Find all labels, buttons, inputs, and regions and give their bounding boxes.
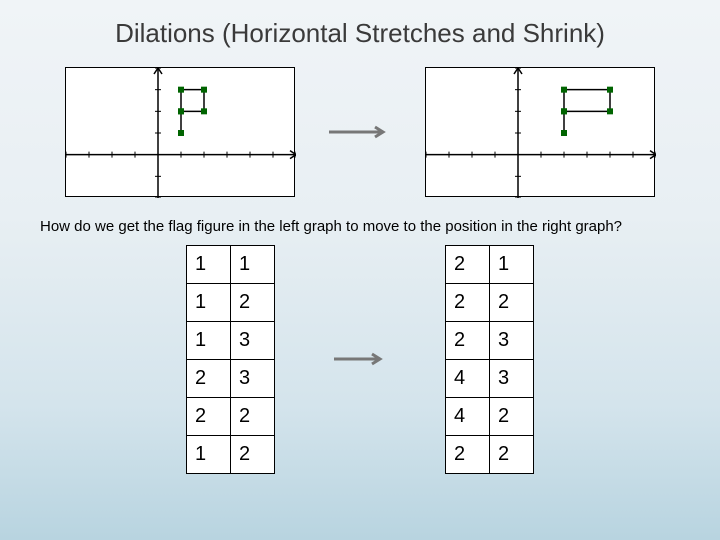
table-row: 22 bbox=[446, 283, 534, 321]
table-cell: 2 bbox=[490, 397, 534, 435]
right-table: 212223434222 bbox=[445, 245, 534, 474]
table-row: 13 bbox=[187, 321, 275, 359]
table-cell: 2 bbox=[446, 283, 490, 321]
question-text: How do we get the flag figure in the lef… bbox=[40, 217, 680, 237]
table-row: 42 bbox=[446, 397, 534, 435]
table-cell: 4 bbox=[446, 359, 490, 397]
page-title: Dilations (Horizontal Stretches and Shri… bbox=[0, 0, 720, 49]
arrow-icon bbox=[330, 352, 390, 366]
table-row: 22 bbox=[446, 435, 534, 473]
table-cell: 3 bbox=[490, 321, 534, 359]
left-graph bbox=[65, 67, 295, 197]
table-cell: 2 bbox=[187, 359, 231, 397]
table-row: 23 bbox=[187, 359, 275, 397]
table-cell: 1 bbox=[187, 435, 231, 473]
right-graph-svg bbox=[426, 68, 656, 198]
table-row: 22 bbox=[187, 397, 275, 435]
table-cell: 2 bbox=[490, 435, 534, 473]
table-cell: 1 bbox=[490, 245, 534, 283]
table-row: 23 bbox=[446, 321, 534, 359]
table-row: 12 bbox=[187, 435, 275, 473]
table-cell: 3 bbox=[231, 321, 275, 359]
right-graph bbox=[425, 67, 655, 197]
table-cell: 1 bbox=[187, 321, 231, 359]
arrow-between-tables bbox=[330, 352, 390, 366]
table-row: 12 bbox=[187, 283, 275, 321]
left-table: 111213232212 bbox=[186, 245, 275, 474]
table-cell: 2 bbox=[446, 321, 490, 359]
left-graph-svg bbox=[66, 68, 296, 198]
table-cell: 1 bbox=[231, 245, 275, 283]
table-cell: 4 bbox=[446, 397, 490, 435]
table-row: 11 bbox=[187, 245, 275, 283]
table-cell: 1 bbox=[187, 283, 231, 321]
table-cell: 2 bbox=[187, 397, 231, 435]
table-cell: 2 bbox=[231, 283, 275, 321]
table-cell: 1 bbox=[187, 245, 231, 283]
table-cell: 3 bbox=[490, 359, 534, 397]
table-row: 43 bbox=[446, 359, 534, 397]
table-cell: 3 bbox=[231, 359, 275, 397]
arrow-between-graphs bbox=[325, 122, 395, 142]
table-cell: 2 bbox=[446, 435, 490, 473]
table-cell: 2 bbox=[231, 397, 275, 435]
table-cell: 2 bbox=[446, 245, 490, 283]
table-cell: 2 bbox=[490, 283, 534, 321]
graphs-row bbox=[0, 67, 720, 197]
tables-row: 111213232212 212223434222 bbox=[0, 245, 720, 474]
table-cell: 2 bbox=[231, 435, 275, 473]
table-row: 21 bbox=[446, 245, 534, 283]
arrow-icon bbox=[325, 125, 395, 139]
